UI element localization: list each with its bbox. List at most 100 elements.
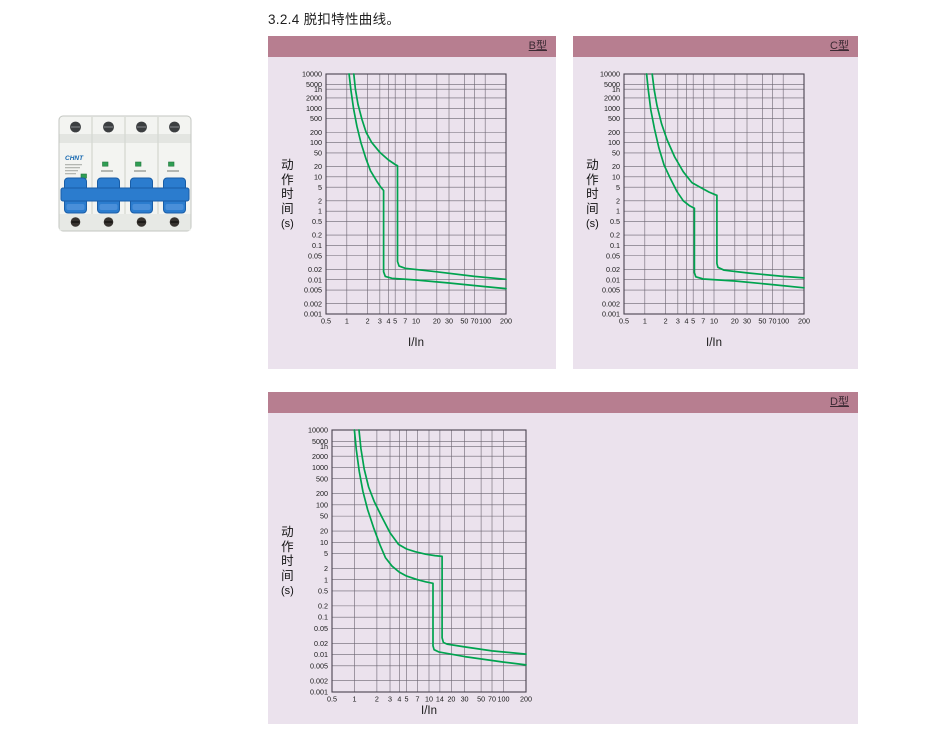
y-axis-title-char: (s) [586,218,599,230]
y-tick-label: 10 [320,538,328,547]
x-tick-label: 50 [758,317,766,326]
x-tick-label: 10 [710,317,718,326]
y-tick-label: 1 [318,207,322,216]
x-tick-label: 200 [500,317,512,326]
y-tick-label: 200 [310,128,322,137]
y-tick-label: 5 [324,549,328,558]
y-tick-label: 0.5 [610,217,620,226]
y-tick-label: 2000 [312,452,328,461]
plot-frame [325,73,507,315]
x-tick-label: 3 [388,695,392,704]
x-tick-label: 1 [352,695,356,704]
y-tick-label: 0.002 [310,676,328,685]
y-tick-label: 0.001 [310,688,328,697]
x-tick-label: 200 [520,695,532,704]
y-tick-label: 1h [320,442,328,451]
y-tick-label: 500 [310,114,322,123]
x-tick-label: 4 [684,317,688,326]
y-tick-label: 10 [314,172,322,181]
y-axis-title-char: 时 [281,554,294,568]
y-tick-label: 2 [324,564,328,573]
y-tick-label: 10000 [600,70,620,79]
x-tick-label: 2 [366,317,370,326]
y-tick-label: 5 [616,183,620,192]
x-tick-label: 14 [436,695,444,704]
y-tick-label: 500 [316,474,328,483]
breaker-photo: CHNT [58,115,192,232]
y-tick-label: 1h [612,85,620,94]
y-tick-label: 0.2 [318,601,328,610]
y-tick-label: 0.02 [314,639,328,648]
x-tick-label: 0.5 [321,317,331,326]
y-axis-title-char: 时 [281,187,294,201]
y-axis-title-char: 作 [586,172,599,187]
y-tick-label: 200 [316,489,328,498]
y-tick-label: 5000 [306,80,322,89]
panel-b-title: B型 [528,40,547,52]
x-tick-label: 50 [460,317,468,326]
x-tick-label: 2 [375,695,379,704]
x-tick-label: 4 [386,317,390,326]
y-tick-label: 10000 [308,426,328,435]
top-terminal-screws [70,121,180,133]
x-axis-label: I/In [421,705,437,717]
x-tick-label: 20 [433,317,441,326]
x-tick-label: 3 [676,317,680,326]
x-tick-label: 1 [643,317,647,326]
x-tick-label: 30 [743,317,751,326]
y-tick-label: 10 [612,172,620,181]
y-tick-label: 0.5 [312,217,322,226]
y-tick-label: 0.1 [610,241,620,250]
y-axis-title-char: 动 [281,158,294,172]
y-tick-label: 100 [310,138,322,147]
y-axis-title-char: (s) [281,585,294,597]
x-tick-label: 5 [393,317,397,326]
panel-b-header: B型 [268,36,556,57]
x-tick-label: 5 [405,695,409,704]
y-tick-label: 0.005 [310,661,328,670]
x-tick-label: 50 [477,695,485,704]
y-tick-label: 50 [612,148,620,157]
x-tick-label: 20 [731,317,739,326]
y-tick-label: 0.2 [610,231,620,240]
trip-curve-lower-limit [348,73,507,290]
x-axis-label: I/In [408,337,424,349]
trip-curve-upper-limit [358,429,527,655]
y-tick-label: 0.02 [606,265,620,274]
y-tick-label: 0.005 [304,286,322,295]
y-axis-title-b: 动作时间 (s) [281,158,294,232]
y-tick-label: 1000 [312,463,328,472]
x-axis-label: I/In [706,337,722,349]
y-tick-label: 0.002 [304,299,322,308]
y-tick-label: 0.05 [314,624,328,633]
panel-c-type: C型 动作时间 (s) 0.5 1 2 3 4 5 7 10 20 30 50 70 100 200 1000… [573,36,858,369]
trip-curve-upper-limit [651,73,805,279]
y-axis-title-char: 作 [281,539,294,554]
y-tick-label: 2000 [604,94,620,103]
y-tick-label: 0.1 [318,613,328,622]
y-tick-label: 0.01 [308,275,322,284]
y-tick-label: 20 [612,162,620,171]
panel-d-header: D型 [268,392,858,413]
y-tick-label: 1h [314,85,322,94]
y-axis-title-char: 间 [586,201,599,216]
x-tick-label: 1 [345,317,349,326]
y-tick-label: 1000 [604,104,620,113]
y-tick-label: 0.02 [308,265,322,274]
x-tick-label: 0.5 [327,695,337,704]
y-axis-title-char: 间 [281,568,294,583]
panel-b-type: B型 动作时间 (s) 0.5 1 2 3 4 5 7 10 20 30 50 70 100 200 1000… [268,36,556,369]
x-tick-label: 70 [470,317,478,326]
x-tick-label: 2 [664,317,668,326]
x-tick-label: 3 [378,317,382,326]
y-tick-label: 1000 [306,104,322,113]
x-tick-label: 5 [691,317,695,326]
y-tick-label: 5 [318,183,322,192]
y-tick-label: 20 [320,527,328,536]
toggle-handles [60,177,190,214]
x-tick-label: 7 [415,695,419,704]
y-axis-title-char: 间 [281,201,294,216]
y-tick-label: 0.01 [314,650,328,659]
bottom-terminal-screws [70,217,180,227]
x-tick-label: 10 [425,695,433,704]
